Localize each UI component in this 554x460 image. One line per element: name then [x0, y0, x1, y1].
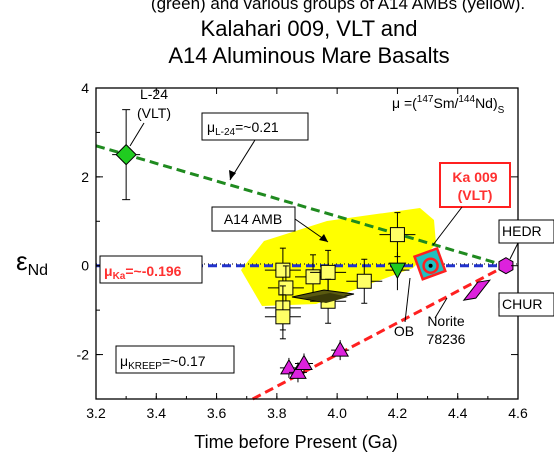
mu-ka-box	[99, 255, 203, 284]
ob-label: OB	[394, 323, 414, 339]
ob-leader	[404, 277, 411, 323]
mu-l24-text: μL-24=~0.21	[207, 119, 279, 138]
x-tick-label: 4.0	[327, 405, 347, 421]
amb-point	[389, 227, 405, 243]
y-tick-label: 4	[81, 80, 89, 96]
special-markers	[112, 109, 514, 383]
ka009-point-center	[428, 263, 433, 268]
ka009-box	[412, 246, 447, 281]
hedr-point	[498, 257, 514, 275]
kreep-point	[280, 358, 298, 375]
l24-leader-line	[129, 122, 145, 147]
x-tick-label: 4.4	[448, 405, 468, 421]
amb-point	[356, 273, 372, 289]
amb-point	[275, 262, 291, 278]
x-axis-label: Time before Present (Ga)	[194, 432, 397, 452]
ob-point	[388, 262, 407, 280]
x-tick-label: 3.6	[207, 405, 227, 421]
hedr-label-box	[498, 219, 554, 244]
y-axis-label-epsilon: εNd	[16, 246, 48, 279]
norite-leader	[434, 297, 448, 319]
amb-point	[305, 269, 321, 285]
ka009-label-line2: (VLT)	[458, 187, 493, 203]
norite-point	[462, 279, 491, 301]
y-tick-label: 2	[81, 169, 89, 185]
ka009-point	[422, 257, 439, 274]
l24-label: L-24	[140, 86, 168, 102]
a14-amb-label-box	[211, 206, 296, 232]
l24-vlt-label: (VLT)	[137, 105, 171, 121]
hedr-leader	[509, 242, 519, 260]
kreep-point	[289, 363, 307, 379]
x-tick-label: 4.6	[508, 405, 528, 421]
axes: 3.2 3.4 3.6 3.8 4.0 4.2 4.4 4.6 -2 0 2 4	[77, 80, 528, 421]
trend-line-l-24	[95, 144, 507, 268]
kreep-point	[295, 354, 313, 370]
x-tick-label: 3.4	[147, 405, 167, 421]
y-tick-label: -2	[77, 347, 90, 363]
amb-point	[278, 280, 294, 296]
y-tick-label: 0	[81, 258, 89, 274]
mu-formula: μ =(147Sm/144Nd)S	[392, 94, 505, 116]
l24-point	[115, 143, 137, 166]
a14-amb-label: A14 AMB	[224, 211, 282, 227]
mu-kreep-box	[115, 345, 235, 374]
ka009-label-box	[439, 162, 511, 208]
amb-point	[320, 264, 336, 280]
chur-label-box	[498, 292, 554, 317]
chart-title-line1: Kalahari 009, VLT and	[201, 16, 418, 41]
kreep-point	[331, 341, 350, 357]
amb-group-diamond-2	[304, 293, 348, 303]
ka009-label-line1: Ka 009	[452, 169, 497, 185]
x-tick-label: 4.2	[388, 405, 408, 421]
x-tick-label: 3.2	[86, 405, 106, 421]
norite-label-line2: 78236	[427, 331, 466, 347]
hedr-label: HEDR	[502, 223, 542, 239]
mu-l24-arrowhead	[229, 170, 236, 180]
mu-l24-box	[201, 112, 309, 141]
chur-label: CHUR	[502, 296, 542, 312]
amb-point	[275, 309, 291, 325]
mu-kreep-text: μKREEP=~0.17	[120, 353, 206, 372]
x-tick-label: 3.8	[267, 405, 287, 421]
mu-ka-text: μKa=~-0.196	[104, 263, 182, 282]
ka009-leader	[432, 206, 463, 246]
top-cut-text: (green) and various groups of A14 AMBs (…	[151, 0, 525, 13]
a14-amb-arrowhead	[319, 234, 328, 242]
norite-label-line1: Norite	[427, 313, 465, 329]
chart-title-line2: A14 Aluminous Mare Basalts	[168, 43, 449, 68]
